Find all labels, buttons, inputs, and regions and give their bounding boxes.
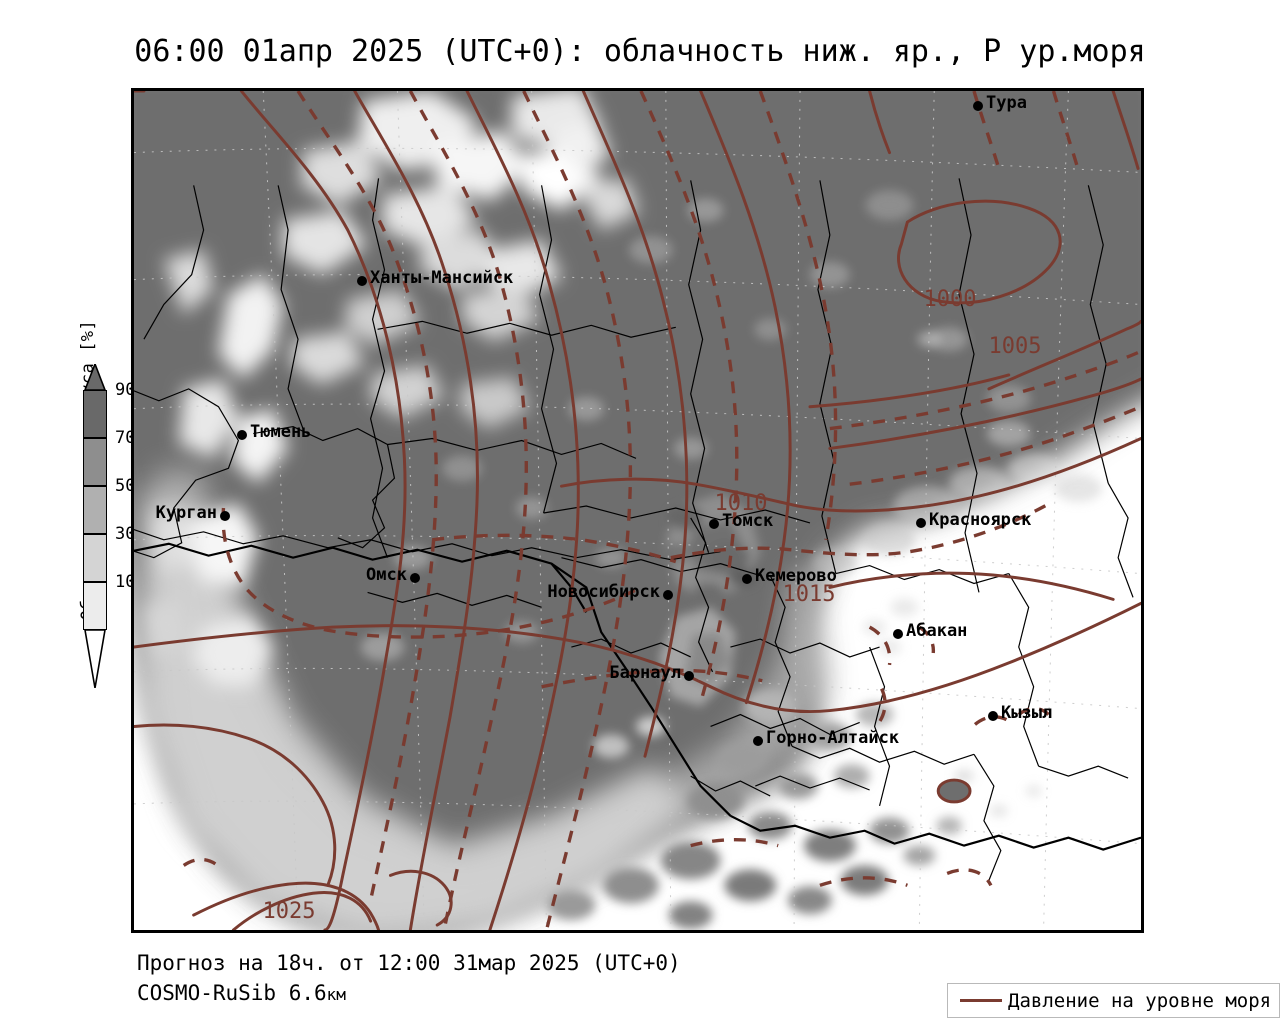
city-label: Новосибирск (547, 582, 660, 602)
city-label: Горно-Алтайск (766, 728, 900, 748)
footer: Прогноз на 18ч. от 12:00 31мар 2025 (UTC… (137, 948, 681, 1009)
city-label: Ханты-Мансийск (370, 268, 514, 288)
city-marker-dot (753, 736, 763, 746)
pressure-line-swatch-icon (960, 999, 1002, 1002)
map-canvas (134, 91, 1141, 930)
city-marker-dot (684, 671, 694, 681)
contour-label: 1000 (923, 287, 977, 312)
city-marker-dot (663, 590, 673, 600)
city-label: Омск (366, 565, 407, 585)
city-marker-dot (742, 574, 752, 584)
legend: Давление на уровне моря (947, 983, 1280, 1018)
colorbar-band-90 (83, 390, 107, 438)
colorbar-tick-0: 90 (115, 380, 136, 400)
weather-map[interactable]: Тура Ханты-Мансийск Тюмень Курган Омск Томск К… (131, 88, 1144, 933)
city-label: Тюмень (250, 422, 312, 442)
colorbar-bar: 90 70 50 30 10 (83, 364, 135, 688)
contour-label: 1010 (714, 491, 768, 516)
colorbar-band-50 (83, 486, 107, 534)
pressure-contours-dashed (182, 91, 1141, 930)
page-title: 06:00 01апр 2025 (UTC+0): облачность ниж… (134, 34, 1146, 69)
city-label: Красноярск (929, 510, 1032, 530)
contour-label: 1005 (988, 334, 1042, 359)
forecast-info: Прогноз на 18ч. от 12:00 31мар 2025 (UTC… (137, 951, 681, 975)
city-marker-dot (410, 573, 420, 583)
colorbar-tick-3: 30 (115, 524, 136, 544)
city-label: Курган (155, 503, 217, 523)
contour-label: 1015 (782, 582, 836, 607)
colorbar: Облачность нижнего яруса [%] 90 70 50 30… (40, 320, 140, 688)
city-label: Томск (722, 511, 774, 531)
colorbar-band-30 (83, 534, 107, 582)
colorbar-bottom-arrow-icon (84, 630, 106, 688)
pressure-contours-solid (134, 91, 1141, 930)
pressure-closed-cell (936, 778, 972, 804)
colorbar-tick-1: 70 (115, 428, 136, 448)
city-label: Тура (986, 93, 1027, 113)
model-name: COSMO-RuSib 6.6 (137, 981, 327, 1006)
city-label: Барнаул (609, 663, 681, 683)
city-marker-dot (237, 430, 247, 440)
city-marker-dot (988, 711, 998, 721)
city-marker-dot (357, 276, 367, 286)
city-marker-dot (973, 101, 983, 111)
contour-label: 1025 (262, 899, 316, 924)
city-marker-dot (893, 629, 903, 639)
legend-label: Давление на уровне моря (1008, 989, 1272, 1012)
model-info: COSMO-RuSib 6.6км (137, 978, 681, 1008)
model-resolution-unit: км (326, 985, 346, 1005)
city-marker-dot (709, 519, 719, 529)
colorbar-tick-2: 50 (115, 476, 136, 496)
map-graticule (134, 91, 1141, 930)
city-label: Абакан (906, 621, 968, 641)
city-label: Кемерово (755, 566, 837, 586)
region-borders (134, 178, 1134, 881)
city-marker-dot (220, 511, 230, 521)
city-marker-dot (916, 518, 926, 528)
colorbar-tick-4: 10 (115, 572, 136, 592)
city-label: Кызыл (1001, 703, 1053, 723)
colorbar-band-70 (83, 438, 107, 486)
colorbar-band-10 (83, 582, 107, 630)
